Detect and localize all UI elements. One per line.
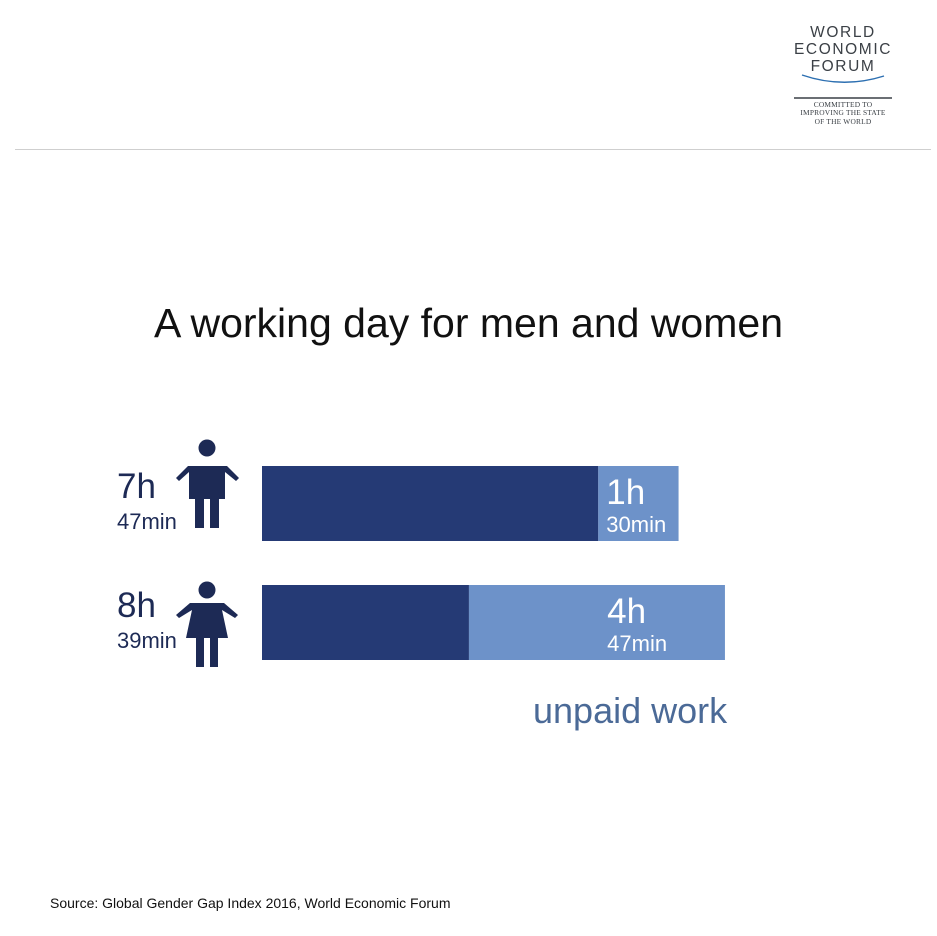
logo-tagline-1: COMMITTED TO xyxy=(813,100,873,109)
unpaid-hours-label-women: 4h xyxy=(607,592,646,631)
unpaid-minutes-label-women: 47min xyxy=(607,631,667,656)
source-note: Source: Global Gender Gap Index 2016, Wo… xyxy=(50,895,451,911)
logo-tagline-3: OF THE WORLD xyxy=(814,116,872,126)
paid-hours-label-women: 8h xyxy=(117,586,156,625)
unpaid-bar-women xyxy=(468,585,725,660)
woman-icon xyxy=(176,581,238,667)
logo-arc-icon xyxy=(801,74,885,83)
paid-minutes-label-men: 47min xyxy=(117,509,177,534)
logo-rule xyxy=(794,97,892,99)
legend-unpaid-work: unpaid work xyxy=(533,690,728,731)
chart-title: A working day for men and women xyxy=(154,300,783,346)
paid-bar-women xyxy=(262,585,469,660)
unpaid-minutes-label-men: 30min xyxy=(606,512,666,537)
header-divider xyxy=(15,149,931,150)
paid-bar-men xyxy=(262,466,599,541)
logo-line-forum: FORUM xyxy=(810,58,876,75)
man-icon xyxy=(176,439,239,528)
paid-hours-label-men: 7h xyxy=(117,467,156,506)
logo-line-world: WORLD xyxy=(810,24,876,41)
wef-logo: WORLD ECONOMIC FORUM COMMITTED TO IMPROV… xyxy=(772,24,914,126)
unpaid-bar-men xyxy=(598,466,679,541)
logo-tagline-2: IMPROVING THE STATE xyxy=(800,108,886,118)
unpaid-hours-label-men: 1h xyxy=(606,473,645,512)
paid-minutes-label-women: 39min xyxy=(117,628,177,653)
logo-line-economic: ECONOMIC xyxy=(793,41,893,58)
